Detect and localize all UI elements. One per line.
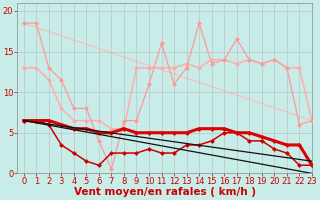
X-axis label: Vent moyen/en rafales ( km/h ): Vent moyen/en rafales ( km/h ) — [74, 187, 256, 197]
